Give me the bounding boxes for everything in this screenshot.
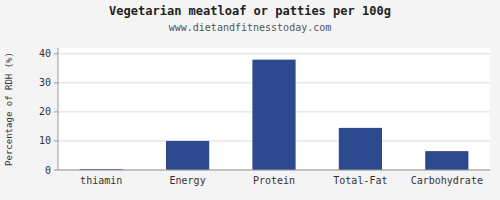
grid-line: [58, 170, 490, 171]
bar: [339, 128, 382, 170]
tick-label: Energy: [170, 175, 206, 186]
tick-label: 20: [39, 106, 51, 117]
tick-label: thiamin: [80, 175, 122, 186]
tick-mark: [54, 82, 58, 83]
bars: [80, 60, 469, 170]
tick-label: Protein: [253, 175, 295, 186]
tick-label: 10: [39, 135, 51, 146]
title: Vegetarian meatloaf or patties per 100g: [109, 4, 391, 18]
x-axis: thiamin Energy Protein Total-Fat Carbohydrat…: [80, 175, 483, 186]
bar: [166, 141, 209, 170]
y-axis-label: Percentage of RDH (%): [4, 52, 14, 166]
bar: [252, 60, 295, 170]
grid-line: [58, 53, 490, 54]
tick-mark: [54, 53, 58, 54]
subtitle: www.dietandfitnesstoday.com: [169, 22, 332, 33]
tick-label: 0: [45, 165, 51, 176]
tick-label: Carbohydrate: [411, 175, 483, 186]
y-axis-line: [58, 48, 59, 170]
tick-mark: [54, 111, 58, 112]
chart: Vegetarian meatloaf or patties per 100g w…: [0, 0, 500, 200]
x-axis-line: [58, 170, 490, 171]
tick-mark: [54, 170, 58, 171]
tick-label: 30: [39, 77, 51, 88]
chart-container: Vegetarian meatloaf or patties per 100g w…: [0, 0, 500, 200]
y-axis: 0 10 20 30 40: [39, 48, 490, 175]
tick-mark: [54, 140, 58, 141]
bar: [425, 151, 468, 170]
tick-label: Total-Fat: [333, 175, 387, 186]
plot-background: [58, 48, 490, 170]
tick-label: 40: [39, 48, 51, 59]
